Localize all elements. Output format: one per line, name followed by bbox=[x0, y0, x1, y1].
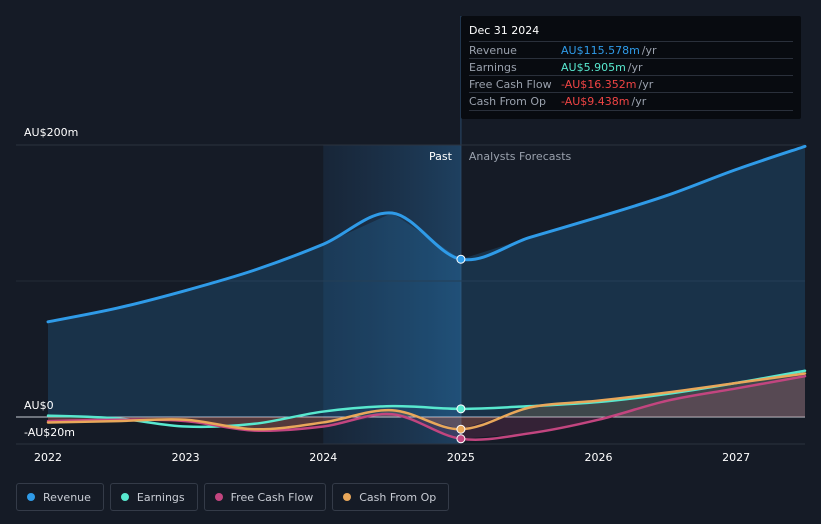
x-tick-label: 2027 bbox=[722, 451, 750, 464]
legend-dot-icon bbox=[120, 493, 129, 501]
tooltip-row-revenue: Revenue AU$115.578m/yr bbox=[469, 41, 793, 59]
area-free-cash-flow bbox=[48, 376, 805, 439]
tooltip-date: Dec 31 2024 bbox=[469, 24, 540, 37]
legend-label: Free Cash Flow bbox=[230, 490, 314, 504]
highlight-points bbox=[456, 254, 466, 444]
x-tick-label: 2026 bbox=[585, 451, 613, 464]
tooltip-row-free-cash-flow: Free Cash Flow -AU$16.352m/yr bbox=[469, 75, 793, 93]
x-tick-label: 2025 bbox=[447, 451, 475, 464]
legend-dot-icon bbox=[343, 493, 352, 501]
series-lines bbox=[46, 144, 807, 441]
tooltip-row-earnings: Earnings AU$5.905m/yr bbox=[469, 58, 793, 76]
tooltip-value-text: AU$115.578m bbox=[561, 44, 640, 57]
tooltip-label: Cash From Op bbox=[469, 95, 547, 108]
legend-item-cash-from-op[interactable]: Cash From Op bbox=[332, 483, 450, 511]
area-revenue bbox=[48, 146, 805, 418]
tooltip-unit: /yr bbox=[627, 61, 643, 74]
legend-label: Revenue bbox=[43, 490, 91, 504]
past-region-shading bbox=[323, 145, 461, 444]
tooltip-value: AU$115.578m/yr bbox=[561, 44, 657, 57]
y-tick-label: -AU$20m bbox=[24, 426, 75, 439]
tooltip-value-text: -AU$16.352m bbox=[561, 78, 637, 91]
gridlines bbox=[16, 144, 805, 445]
forecast-label: Analysts Forecasts bbox=[469, 150, 572, 163]
tooltip-label: Free Cash Flow bbox=[469, 78, 552, 91]
legend-dot-icon bbox=[27, 493, 35, 501]
tooltip-value: -AU$9.438m/yr bbox=[561, 95, 646, 108]
line-earnings bbox=[46, 369, 807, 429]
tooltip-unit: /yr bbox=[641, 44, 657, 57]
legend-label: Earnings bbox=[136, 490, 185, 504]
line-cash-from-op bbox=[46, 372, 807, 431]
axis-labels: AU$200m AU$0 -AU$20m 2022 2023 2024 2025 2026 20… bbox=[24, 126, 750, 464]
tooltip-label: Revenue bbox=[469, 44, 517, 57]
x-tick-label: 2022 bbox=[34, 451, 62, 464]
highlight-point-earnings bbox=[456, 404, 466, 414]
tooltip-unit: /yr bbox=[631, 95, 647, 108]
tooltip-label: Earnings bbox=[469, 61, 517, 74]
legend-dot-icon bbox=[214, 493, 223, 501]
legend: Revenue Earnings Free Cash Flow Cash Fro… bbox=[16, 483, 450, 511]
tooltip: Dec 31 2024 Revenue AU$115.578m/yr Earni… bbox=[461, 16, 801, 119]
y-tick-label: AU$0 bbox=[24, 399, 54, 412]
line-revenue bbox=[46, 144, 807, 324]
tooltip-value-text: AU$5.905m bbox=[561, 61, 626, 74]
legend-item-earnings[interactable]: Earnings bbox=[109, 483, 198, 511]
past-label: Past bbox=[429, 150, 453, 163]
chart-background bbox=[323, 16, 462, 444]
legend-item-revenue[interactable]: Revenue bbox=[16, 483, 104, 511]
legend-label: Cash From Op bbox=[359, 490, 437, 504]
highlight-point-revenue bbox=[456, 254, 466, 264]
highlight-point-cash-from-op bbox=[456, 424, 466, 434]
x-tick-label: 2023 bbox=[172, 451, 200, 464]
tooltip-value: AU$5.905m/yr bbox=[561, 61, 643, 74]
highlight-point-free-cash-flow bbox=[456, 434, 466, 444]
tooltip-value-text: -AU$9.438m bbox=[561, 95, 630, 108]
tooltip-value: -AU$16.352m/yr bbox=[561, 78, 653, 91]
legend-item-free-cash-flow[interactable]: Free Cash Flow bbox=[203, 483, 327, 511]
y-tick-label: AU$200m bbox=[24, 126, 78, 139]
tooltip-row-cash-from-op: Cash From Op -AU$9.438m/yr bbox=[469, 92, 793, 111]
tooltip-unit: /yr bbox=[638, 78, 654, 91]
x-tick-label: 2024 bbox=[309, 451, 337, 464]
